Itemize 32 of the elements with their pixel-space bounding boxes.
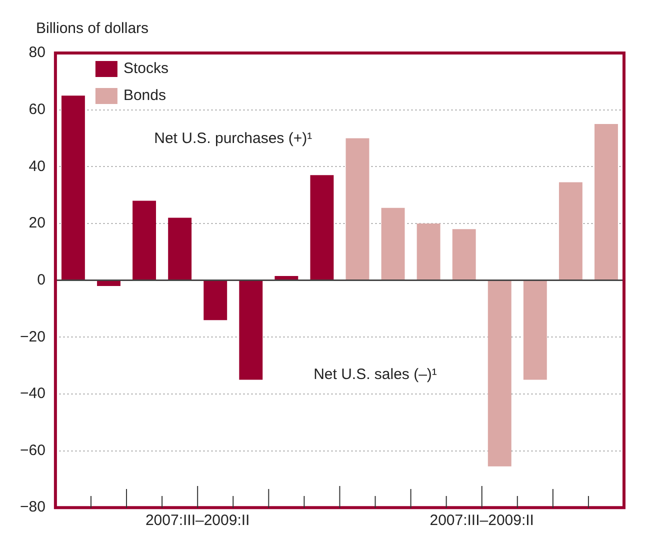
y-tick-label: 60 [28,100,46,118]
legend-label: Bonds [123,87,166,104]
bar [452,229,476,280]
y-tick-label: −20 [20,328,46,346]
y-tick-label: −60 [20,442,46,459]
bar [346,138,370,280]
y-tick-label: −40 [20,385,46,402]
y-tick-label: 80 [28,44,46,62]
legend-label: Stocks [123,60,168,78]
annotation: Net U.S. purchases (+)¹ [154,130,312,147]
y-axis-title: Billions of dollars [36,20,149,37]
annotation: Net U.S. sales (–)¹ [314,366,437,383]
bar [274,276,298,280]
y-tick-label: 40 [28,158,46,175]
bar [381,208,405,280]
text: 2007:III–2009:II [430,512,534,529]
bar [168,218,192,280]
bar [594,124,618,280]
bar [523,280,547,380]
y-tick-label: 0 [37,271,46,288]
bar [204,280,228,320]
bar [97,280,120,286]
bar [310,175,334,280]
bar [558,182,582,280]
y-tick-label: 20 [28,214,46,232]
y-tick-label: −80 [20,498,46,516]
bar [488,280,512,466]
bar [61,96,85,280]
bar [132,200,156,280]
bar [239,280,263,380]
text: 2007:III–2009:II [145,512,250,529]
bar [416,223,440,280]
